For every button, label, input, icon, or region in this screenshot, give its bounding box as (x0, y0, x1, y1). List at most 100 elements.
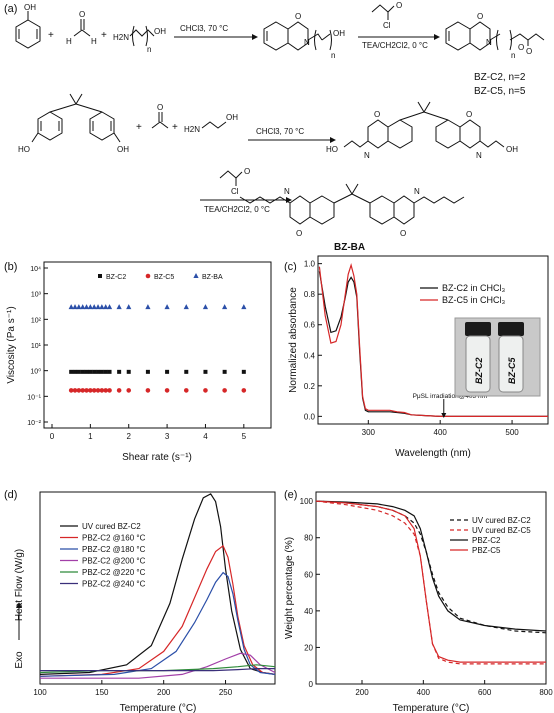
data-point-bz-c2 (126, 369, 131, 374)
panel-label-a: (a) (4, 3, 17, 15)
product-label-c2: BZ-C2, n=2 (474, 72, 526, 83)
y-tick-label-e: 100 (300, 497, 314, 506)
data-point-bz-c2 (69, 369, 74, 374)
benzoxazine-1-o: O (295, 12, 301, 21)
diol-n-right: N (476, 151, 482, 160)
data-point-bz-c5 (164, 388, 170, 393)
legend-label-c: BZ-C5 in CHCl₃ (442, 295, 506, 305)
data-point-bz-c5 (103, 388, 109, 393)
data-point-bz-ba (80, 304, 86, 310)
amino-chain (129, 25, 155, 47)
x-tick-label-c: 400 (434, 428, 448, 437)
x-tick-label-b: 5 (242, 432, 247, 441)
legend-label-c: BZ-C2 in CHCl₃ (442, 283, 506, 293)
legend-label-b: BZ-C5 (154, 274, 174, 281)
y-tick-label-c: 0.0 (304, 412, 316, 421)
diol-o-left: O (374, 110, 380, 119)
panel-label-b: (b) (4, 261, 17, 273)
formaldehyde-structure (73, 19, 91, 37)
data-point-bz-c5 (241, 388, 247, 393)
vial-label-c5: BZ-C5 (507, 357, 517, 384)
annotation-arrowhead-c (441, 413, 447, 418)
plus-1: + (48, 30, 54, 41)
data-point-bz-c2 (96, 369, 101, 374)
amino-h2n: H2N (113, 33, 129, 42)
product-1-nidx: n (511, 51, 515, 60)
plot-area-e: 200 400 600 800 0 20 40 60 80 100 UV cured BZ-C2UV… (300, 497, 554, 697)
x-tick-label-d: 200 (157, 688, 171, 697)
y-tick-label-b: 10⁴ (30, 266, 41, 273)
data-point-bz-ba (91, 304, 97, 310)
diol-ho: HO (326, 145, 338, 154)
data-point-bz-c5 (68, 388, 74, 393)
formaldehyde-2-o: O (157, 103, 163, 112)
arrow-3-head (330, 137, 336, 143)
legend-marker-b (193, 273, 199, 278)
y-tick-label-b: 10⁻¹ (27, 394, 41, 401)
data-point-bz-c5 (88, 388, 93, 393)
y-tick-label-c: 0.8 (304, 290, 316, 299)
ylabel-d-exo: Exo (14, 651, 25, 669)
phenol-oh: OH (24, 3, 36, 12)
formaldehyde-h1: H (66, 37, 72, 46)
panel-label-e: (e) (284, 489, 297, 501)
series-line-d-1 (39, 544, 276, 677)
data-point-bz-ba (183, 304, 189, 310)
data-point-bz-ba (83, 304, 90, 310)
data-point-bz-ba (72, 304, 78, 310)
plot-area-c: 300 400 500 0.0 0.2 0.4 0.6 0.8 1.0 BZ-C2 in CHCl… (304, 260, 548, 437)
panel-a-scheme: (a) OH + O H H + H2N n OH (4, 1, 545, 253)
legend-marker-b (145, 273, 151, 279)
y-tick-label-c: 1.0 (304, 260, 316, 269)
plus-2: + (101, 30, 107, 41)
acryloyl-o-2: O (244, 167, 250, 176)
legend-label-d: PBZ-C2 @220 °C (82, 568, 146, 577)
ylabel-e: Weight percentage (%) (284, 537, 295, 639)
y-tick-label-b: 10¹ (31, 343, 42, 350)
y-tick-label-e: 40 (304, 607, 313, 616)
data-point-bz-ba (164, 304, 170, 310)
y-tick-label-c: 0.6 (304, 321, 316, 330)
data-point-bz-c2 (241, 369, 246, 374)
data-point-bz-ba (116, 304, 122, 310)
formaldehyde-o: O (79, 10, 85, 19)
data-point-bz-c2 (203, 369, 208, 374)
data-point-bz-c5 (84, 388, 89, 393)
legend-label-d: PBZ-C2 @160 °C (82, 534, 146, 543)
x-tick-label-b: 3 (165, 432, 170, 441)
panel-d: (d) 100 150 200 250 UV cured BZ-C2 PBZ-C2 @16… (4, 489, 276, 713)
phenol-structure (15, 11, 41, 49)
benzoxazine-1 (263, 21, 332, 51)
data-point-bz-ba (145, 304, 151, 310)
y-tick-label-c: 0.2 (304, 382, 316, 391)
x-tick-label-b: 1 (88, 432, 93, 441)
formaldehyde-2 (151, 112, 169, 129)
conditions-4: TEA/CH2Cl2, 0 °C (204, 205, 270, 214)
benzoxazine-1-nidx: n (331, 51, 335, 60)
formaldehyde-h2: H (91, 37, 97, 46)
data-point-bz-c5 (126, 388, 132, 393)
x-tick-label-e: 600 (478, 688, 492, 697)
data-point-bz-c2 (76, 369, 81, 374)
series-line-d-2 (39, 571, 276, 677)
data-point-bz-c5 (91, 388, 97, 393)
panel-label-c: (c) (284, 261, 297, 273)
bzba-o-left: O (296, 229, 302, 238)
acryloyl-cl-2: Cl (231, 187, 239, 196)
plot-frame-b (43, 261, 272, 429)
data-point-bz-c5 (107, 388, 112, 393)
legend-label-e: UV cured BZ-C2 (472, 516, 531, 525)
data-point-bz-c5 (80, 388, 85, 393)
data-point-bz-c2 (107, 369, 112, 374)
xlabel-e: Temperature (°C) (393, 703, 470, 713)
product-label-bzba: BZ-BA (334, 242, 365, 253)
y-tick-label-b: 10⁻² (27, 420, 41, 427)
bpa-ho: HO (18, 145, 30, 154)
conditions-3: CHCl3, 70 °C (256, 127, 304, 136)
acryloyl-o-1: O (396, 1, 402, 10)
data-point-bz-ba (202, 304, 209, 310)
legend-label-d: PBZ-C2 @200 °C (82, 557, 146, 566)
x-tick-label-b: 0 (50, 432, 55, 441)
data-point-bz-ba (106, 304, 113, 310)
panel-b: (b) 0 1 2 3 4 5 10⁻² 10⁻¹ 10⁰ 10¹ 10² 10³ 10⁴ BZ-C2 BZ… (4, 261, 272, 463)
